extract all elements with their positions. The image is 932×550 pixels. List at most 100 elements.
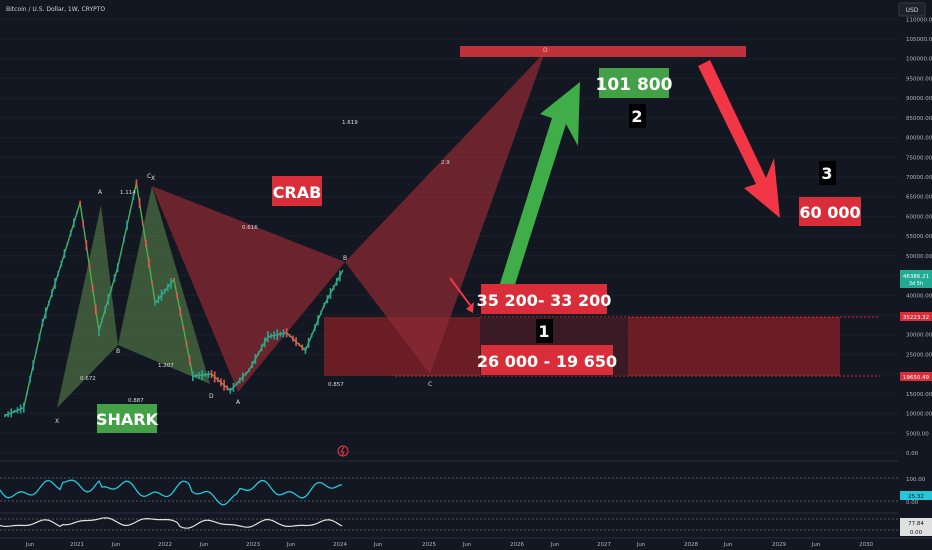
zone-bottom-box — [481, 345, 613, 375]
step3-box — [819, 161, 836, 185]
candle — [138, 197, 141, 208]
time-tick-label: Jun — [462, 542, 472, 548]
target-high-box — [599, 68, 669, 98]
candle — [132, 194, 135, 201]
zone-upper-tag-label: 35223.32 — [903, 315, 929, 321]
candle — [113, 274, 116, 283]
price-axis[interactable]: 110000.00 105000.00 100000.00 95000.00 90000… — [906, 17, 932, 457]
candle — [79, 200, 81, 205]
shark-triangle-1 — [57, 205, 118, 408]
currency-badge[interactable] — [898, 2, 926, 17]
lower-value-tag-2 — [900, 527, 932, 536]
step3-label: 3 — [821, 164, 832, 183]
lower-indicator-line — [0, 517, 343, 529]
candle — [220, 378, 222, 387]
candle — [69, 230, 72, 237]
candle — [135, 179, 138, 187]
time-tick-label: 2023 — [246, 542, 260, 548]
candle — [170, 277, 172, 289]
candle — [257, 351, 260, 356]
price-tick-label: 5000.00 — [906, 431, 929, 437]
time-tick-label: Jun — [550, 542, 560, 548]
shark-ratio-2: 0.887 — [128, 398, 144, 404]
price-tick-label: 75000.00 — [906, 155, 932, 161]
candle — [4, 414, 6, 418]
candle — [210, 370, 213, 379]
step1-label: 1 — [538, 322, 549, 341]
candle — [251, 361, 254, 369]
candle — [57, 271, 60, 277]
candle — [273, 331, 275, 340]
candle — [91, 284, 94, 292]
candle — [182, 326, 185, 330]
price-tick-label: 110000.00 — [906, 17, 932, 23]
candle — [201, 370, 203, 381]
green-up-arrow — [498, 82, 580, 294]
candle — [276, 329, 279, 341]
candle — [226, 385, 229, 391]
time-tick-label: 2028 — [684, 542, 698, 548]
candle — [73, 218, 75, 228]
price-tick-label: 15000.00 — [906, 392, 932, 398]
candle — [195, 373, 197, 378]
candle — [310, 333, 313, 338]
candle — [223, 379, 225, 391]
crab-d-label: D — [543, 47, 548, 54]
shark-triangle-2 — [118, 186, 210, 384]
price-tick-label: 65000.00 — [906, 195, 932, 201]
time-tick-label: 2021 — [70, 542, 84, 548]
candle — [323, 302, 326, 308]
current-countdown: 3d 5h — [909, 281, 923, 287]
price-tick-label: 40000.00 — [906, 293, 932, 299]
candle — [339, 270, 341, 282]
price-tick-label: 80000.00 — [906, 136, 932, 142]
crab-triangle-1 — [152, 186, 345, 392]
candle — [104, 305, 106, 314]
alert-icon[interactable] — [337, 445, 349, 457]
shark-label: SHARK — [96, 410, 159, 429]
rsi-value: 25.32 — [908, 494, 924, 500]
step2-box — [629, 104, 646, 128]
time-tick-label: 2024 — [333, 542, 347, 548]
candle — [88, 264, 91, 269]
ind-tick-100: 100.00 — [906, 477, 926, 483]
candle — [198, 371, 200, 379]
small-red-arrow-line — [449, 277, 471, 306]
candle — [163, 288, 166, 294]
small-red-arrow-head — [466, 302, 474, 313]
candle — [123, 236, 125, 243]
time-tick-label: Jun — [636, 542, 646, 548]
candle — [248, 368, 250, 373]
price-tick-label: 0.00 — [906, 451, 919, 457]
candle — [254, 354, 257, 365]
price-tick-label: 105000.00 — [906, 37, 932, 43]
rsi-value-tag — [900, 491, 932, 500]
time-axis[interactable]: Jun 2021 Jun 2022 Jun 2023 Jun 2024 Jun 2025 Jun 20… — [25, 542, 874, 548]
shark-ratio-1: 0.672 — [80, 376, 96, 382]
candle — [292, 335, 294, 342]
candle — [63, 249, 66, 259]
current-price-label: 46386.21 — [903, 274, 929, 280]
candle — [270, 333, 272, 339]
crab-x-label: X — [151, 175, 155, 182]
candle — [307, 337, 310, 348]
crab-ratio-2: 0.857 — [328, 382, 344, 388]
candle — [301, 344, 304, 351]
candle — [267, 331, 269, 343]
candle — [35, 349, 38, 354]
time-tick-label: Jun — [723, 542, 733, 548]
price-tick-label: 30000.00 — [906, 333, 932, 339]
candle — [314, 324, 316, 332]
candle — [107, 293, 110, 305]
shark-c-label: C — [147, 173, 151, 180]
candle — [282, 329, 285, 338]
candle — [29, 375, 31, 383]
candle — [10, 408, 13, 418]
time-tick-label: Jun — [373, 542, 383, 548]
candle — [16, 407, 19, 414]
candle — [317, 315, 319, 326]
candle — [304, 346, 307, 354]
currency-label: USD — [906, 7, 919, 14]
price-tick-label: 95000.00 — [906, 76, 932, 82]
